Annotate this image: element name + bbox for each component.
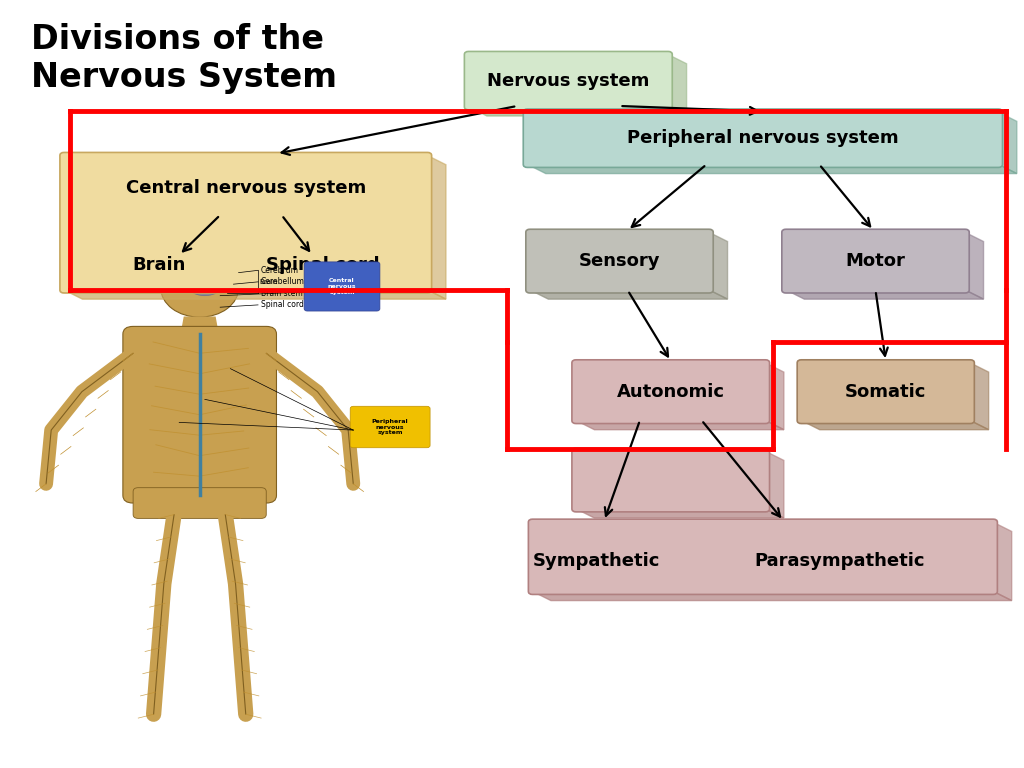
Polygon shape xyxy=(530,290,727,299)
FancyBboxPatch shape xyxy=(782,230,969,293)
Circle shape xyxy=(161,259,239,317)
Polygon shape xyxy=(469,107,687,116)
Polygon shape xyxy=(63,290,446,300)
Text: Nervous system: Nervous system xyxy=(487,71,649,90)
Polygon shape xyxy=(971,363,989,430)
Polygon shape xyxy=(766,363,784,430)
FancyBboxPatch shape xyxy=(571,359,770,424)
FancyBboxPatch shape xyxy=(528,519,997,594)
Text: Peripheral
nervous
system: Peripheral nervous system xyxy=(372,419,409,435)
Text: Spinal cord: Spinal cord xyxy=(266,256,379,274)
Text: Central
nervous
system: Central nervous system xyxy=(328,278,356,295)
Polygon shape xyxy=(801,421,989,430)
FancyBboxPatch shape xyxy=(523,109,1002,167)
Text: Divisions of the
Nervous System: Divisions of the Nervous System xyxy=(31,23,337,94)
Text: Autonomic: Autonomic xyxy=(616,382,725,401)
Text: Central nervous system: Central nervous system xyxy=(126,179,366,197)
Polygon shape xyxy=(766,452,784,518)
Polygon shape xyxy=(575,508,784,518)
Text: Peripheral nervous system: Peripheral nervous system xyxy=(627,129,899,147)
FancyBboxPatch shape xyxy=(304,262,380,311)
FancyBboxPatch shape xyxy=(465,51,673,110)
Polygon shape xyxy=(993,522,1012,601)
Polygon shape xyxy=(965,232,983,299)
Polygon shape xyxy=(669,55,687,116)
Polygon shape xyxy=(532,591,1012,601)
Polygon shape xyxy=(575,421,784,430)
FancyBboxPatch shape xyxy=(59,153,432,293)
Circle shape xyxy=(184,265,225,296)
FancyBboxPatch shape xyxy=(571,449,770,511)
FancyBboxPatch shape xyxy=(797,359,975,424)
Text: Brain: Brain xyxy=(259,279,278,285)
FancyBboxPatch shape xyxy=(123,326,276,503)
Polygon shape xyxy=(709,232,727,299)
Text: Sensory: Sensory xyxy=(579,252,660,270)
Polygon shape xyxy=(786,290,983,299)
Text: Motor: Motor xyxy=(846,252,905,270)
Text: Sympathetic: Sympathetic xyxy=(532,551,659,570)
Polygon shape xyxy=(181,317,218,334)
Text: Somatic: Somatic xyxy=(845,382,927,401)
Text: Cerebrum: Cerebrum xyxy=(261,266,299,275)
Polygon shape xyxy=(428,156,446,300)
Polygon shape xyxy=(527,164,1017,174)
Text: Cerebellum: Cerebellum xyxy=(261,277,305,286)
Text: Parasympathetic: Parasympathetic xyxy=(755,551,925,570)
Polygon shape xyxy=(998,112,1017,174)
FancyBboxPatch shape xyxy=(133,488,266,518)
Text: Brain stem: Brain stem xyxy=(261,289,303,298)
FancyBboxPatch shape xyxy=(526,230,713,293)
Text: Brain: Brain xyxy=(132,256,185,274)
FancyBboxPatch shape xyxy=(350,406,430,448)
Text: Spinal cord: Spinal cord xyxy=(261,300,304,310)
